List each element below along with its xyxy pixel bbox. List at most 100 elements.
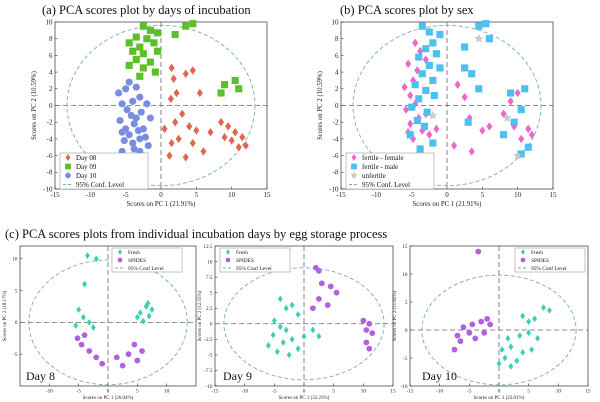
chart-a-xtick-label: -15: [50, 191, 60, 199]
chart-b-point-diamond: [486, 122, 493, 131]
chart-b-ytick-label: -6: [333, 152, 339, 160]
chart-b-point-square: [418, 70, 426, 78]
chart-c-day10-point-diamond: [526, 318, 532, 325]
chart-b-point-diamond: [518, 134, 525, 144]
chart-c-day8-ylabel: Scores on PC 2 (18.17%): [3, 290, 8, 341]
chart-c-day10-point-diamond: [514, 357, 520, 365]
chart-c-day10-ytick-label: -5: [403, 356, 408, 362]
chart-b-point-square: [461, 43, 469, 51]
chart-c-day8-legend-box: [111, 247, 183, 273]
chart-c-day9-legend-label: 95% Conf Level: [236, 265, 272, 272]
chart-c-day9-xtick-label: 10: [361, 389, 367, 395]
chart-c-day10-legend-label: Fresh: [531, 250, 543, 256]
chart-a-point-diamond: [235, 143, 242, 152]
chart-b-ytick-label: -8: [333, 169, 339, 177]
chart-c-day9-point-diamond: [265, 342, 271, 349]
chart-a-point-square: [182, 22, 190, 30]
chart-a-point-circle: [129, 139, 137, 147]
chart-a-ytick-label: -8: [47, 169, 53, 177]
chart-b-point-square: [499, 131, 508, 139]
chart-c-day9-point-circle: [360, 317, 367, 324]
chart-b-point-square: [425, 61, 433, 69]
chart-c-day8-point-diamond: [73, 322, 79, 329]
chart-c-day8-point-circle: [134, 357, 141, 364]
chart-c-day9-ylabel: Scores on PC 2 (12.55%): [198, 290, 203, 341]
chart-c-day9-point-diamond: [283, 304, 289, 312]
chart-a-legend-label: Day 09: [76, 163, 97, 171]
chart-c-day10-ytick-label: 10: [402, 272, 408, 278]
chart-b-point-star: [428, 110, 438, 120]
chart-b-point-square: [475, 22, 483, 30]
chart-b-point-square: [415, 95, 423, 103]
chart-a-point-circle: [120, 137, 128, 145]
chart-c-day10-point-diamond: [508, 343, 514, 351]
chart-a-point-circle: [137, 108, 145, 116]
chart-b-point-square: [425, 28, 433, 36]
chart-c-day10-legend-marker: [520, 249, 526, 255]
chart-c-day9-point-diamond: [316, 332, 322, 340]
chart-a-xtick-label: 10: [228, 191, 236, 199]
chart-a-legend-label: Day 10: [76, 172, 97, 180]
chart-c-day9-xtick-label: -10: [241, 389, 248, 395]
chart-b-point-square: [436, 64, 444, 72]
chart-a-point-square: [231, 76, 239, 85]
chart-a-point-square: [132, 33, 140, 41]
chart-c-day8-day-label: Day 8: [26, 369, 55, 383]
chart-a-point-circle: [132, 114, 140, 122]
chart-a-ytick-label: 4: [49, 69, 53, 77]
chart-b-point-square: [524, 143, 532, 151]
chart-b-ytick-label: 2: [335, 85, 339, 93]
chart-b-ytick-label: -10: [329, 185, 339, 193]
chart-a-xtick-label: 15: [264, 191, 272, 199]
chart-a-point-diamond: [175, 134, 182, 144]
chart-c-day10-legend-label: SPIDES: [531, 258, 549, 264]
chart-c-day8-point-diamond: [90, 324, 96, 331]
chart-c-day9-xtick-label: -5: [272, 389, 277, 395]
chart-b-point-square: [422, 86, 430, 95]
chart-c-day9-legend-marker: [225, 249, 231, 255]
chart-c-day8-point-diamond: [140, 317, 146, 325]
chart-c-day9-point-diamond: [310, 326, 316, 334]
chart-c-day10-point-circle: [466, 329, 473, 336]
chart-a-point-square: [189, 20, 197, 28]
chart-c-day8-legend-label: Fresh: [128, 250, 140, 256]
chart-b-point-diamond: [405, 59, 412, 68]
chart-c-day9-ytick-label: 10: [207, 259, 213, 265]
chart-c-day8-point-diamond: [85, 252, 90, 259]
chart-a-point-diamond: [182, 153, 189, 162]
chart-c-day8-point-diamond: [86, 318, 92, 326]
chart-a-point-square: [171, 30, 179, 39]
chart-c-day10-point-diamond: [529, 346, 535, 353]
chart-a-ytick-label: 2: [49, 85, 53, 93]
chart-a-point-square: [143, 35, 151, 43]
chart-b-point-square: [423, 108, 431, 116]
chart-b-point-diamond: [468, 147, 475, 156]
chart-b-point-diamond: [507, 97, 514, 106]
chart-c-day10-point-circle: [487, 321, 493, 328]
chart-c-day8-point-diamond: [146, 312, 152, 320]
chart-a-point-diamond: [242, 141, 249, 150]
chart-a-point-diamond: [166, 151, 173, 160]
chart-a-point-diamond: [207, 128, 214, 137]
chart-b-point-diamond: [454, 80, 461, 89]
chart-a-ytick-label: -6: [47, 152, 53, 160]
chart-c-day10-ytick-label: 5: [405, 300, 408, 306]
chart-c-day8-xtick-label: 5: [136, 389, 139, 395]
chart-b-point-square: [485, 35, 493, 43]
chart-c-day9-point-circle: [366, 320, 373, 327]
chart-b-point-diamond: [479, 126, 486, 135]
panel-a-title: (a) PCA scores plot by days of incubatio…: [42, 3, 251, 17]
chart-b-legend-label: unfertile: [362, 172, 386, 180]
chart-a-point-diamond: [225, 122, 232, 131]
chart-a-point-square: [125, 61, 133, 69]
chart-c-day9-xtick-label: 15: [390, 389, 396, 395]
chart-a-point-square: [221, 81, 229, 89]
chart-b-point-diamond: [401, 82, 408, 92]
chart-c-day10-confidence-ellipse: [421, 274, 577, 386]
chart-b-xtick-label: 5: [481, 191, 485, 199]
chart-c-day8-xtick-label: 10: [164, 389, 170, 395]
chart-c-day8-xlabel: Scores on PC 1 (26.04%): [83, 396, 134, 401]
chart-b-point-diamond: [417, 47, 424, 56]
